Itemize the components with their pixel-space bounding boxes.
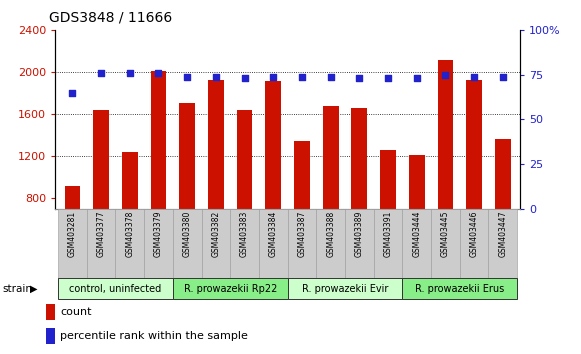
Point bbox=[125, 70, 134, 76]
Bar bbox=[208, 80, 224, 282]
Bar bbox=[144, 209, 173, 278]
Bar bbox=[230, 209, 259, 278]
Bar bbox=[180, 103, 195, 282]
Text: GSM403382: GSM403382 bbox=[211, 211, 220, 257]
Text: R. prowazekii Rp22: R. prowazekii Rp22 bbox=[184, 284, 277, 293]
Text: GSM403384: GSM403384 bbox=[269, 211, 278, 257]
Bar bbox=[345, 209, 374, 278]
Text: GSM403377: GSM403377 bbox=[96, 211, 106, 257]
Text: GSM403383: GSM403383 bbox=[240, 211, 249, 257]
Bar bbox=[173, 209, 202, 278]
Bar bbox=[58, 278, 173, 299]
Point bbox=[383, 75, 393, 81]
Text: GSM403389: GSM403389 bbox=[355, 211, 364, 257]
Bar bbox=[460, 209, 489, 278]
Text: strain: strain bbox=[3, 284, 33, 293]
Bar bbox=[173, 278, 288, 299]
Text: GSM403446: GSM403446 bbox=[469, 211, 479, 257]
Bar bbox=[202, 209, 230, 278]
Bar bbox=[495, 139, 511, 282]
Bar bbox=[409, 155, 425, 282]
Bar bbox=[374, 209, 403, 278]
Bar bbox=[431, 209, 460, 278]
Text: control, uninfected: control, uninfected bbox=[69, 284, 162, 293]
Point bbox=[412, 75, 421, 81]
Point bbox=[268, 74, 278, 79]
Text: GSM403281: GSM403281 bbox=[68, 211, 77, 257]
Point bbox=[154, 70, 163, 76]
Text: GSM403444: GSM403444 bbox=[412, 211, 421, 257]
Text: GSM403380: GSM403380 bbox=[182, 211, 192, 257]
Bar bbox=[316, 209, 345, 278]
Bar bbox=[437, 59, 453, 282]
Text: GSM403447: GSM403447 bbox=[498, 211, 507, 257]
Point bbox=[326, 74, 335, 79]
Bar bbox=[150, 71, 166, 282]
Bar bbox=[116, 209, 144, 278]
Bar bbox=[288, 278, 403, 299]
Bar bbox=[380, 150, 396, 282]
Bar bbox=[46, 303, 55, 320]
Bar bbox=[266, 81, 281, 282]
Text: count: count bbox=[60, 307, 92, 317]
Bar bbox=[46, 328, 55, 344]
Bar bbox=[58, 209, 87, 278]
Point bbox=[498, 74, 507, 79]
Text: GSM403378: GSM403378 bbox=[125, 211, 134, 257]
Text: R. prowazekii Erus: R. prowazekii Erus bbox=[415, 284, 504, 293]
Text: R. prowazekii Evir: R. prowazekii Evir bbox=[302, 284, 388, 293]
Text: GSM403391: GSM403391 bbox=[383, 211, 393, 257]
Bar bbox=[466, 80, 482, 282]
Point bbox=[354, 75, 364, 81]
Text: GSM403387: GSM403387 bbox=[297, 211, 306, 257]
Bar bbox=[64, 186, 80, 282]
Point bbox=[441, 72, 450, 78]
Point bbox=[68, 90, 77, 96]
Bar bbox=[403, 278, 517, 299]
Bar bbox=[489, 209, 517, 278]
Bar bbox=[93, 110, 109, 282]
Point bbox=[469, 74, 479, 79]
Bar bbox=[294, 141, 310, 282]
Bar bbox=[236, 110, 253, 282]
Point bbox=[240, 75, 249, 81]
Text: percentile rank within the sample: percentile rank within the sample bbox=[60, 331, 248, 341]
Bar bbox=[122, 152, 138, 282]
Text: GSM403388: GSM403388 bbox=[326, 211, 335, 257]
Bar bbox=[403, 209, 431, 278]
Text: ▶: ▶ bbox=[30, 284, 38, 293]
Point bbox=[96, 70, 106, 76]
Bar bbox=[352, 108, 367, 282]
Text: GDS3848 / 11666: GDS3848 / 11666 bbox=[49, 11, 173, 25]
Text: GSM403379: GSM403379 bbox=[154, 211, 163, 257]
Bar bbox=[259, 209, 288, 278]
Text: GSM403445: GSM403445 bbox=[441, 211, 450, 257]
Bar bbox=[322, 106, 339, 282]
Bar bbox=[288, 209, 316, 278]
Point bbox=[211, 74, 221, 79]
Point bbox=[297, 74, 307, 79]
Point bbox=[182, 74, 192, 79]
Bar bbox=[87, 209, 116, 278]
